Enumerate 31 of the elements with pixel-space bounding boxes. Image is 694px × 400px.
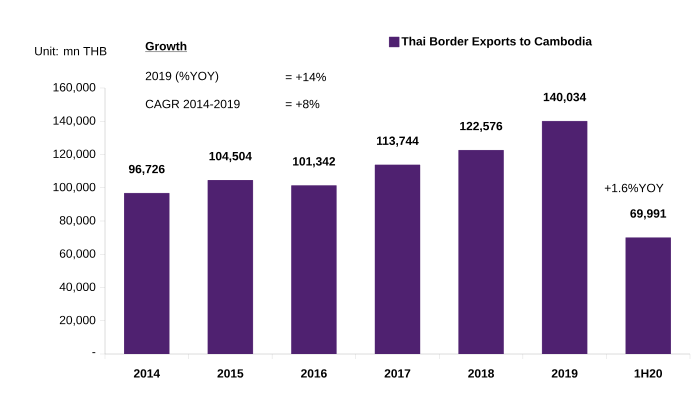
y-tick-label: 140,000 (54, 116, 96, 126)
y-tick-label: 100,000 (54, 182, 96, 193)
text: 96,726 (128, 164, 165, 175)
y-tick-label: 160,000 (54, 83, 96, 93)
x-tick-label: 2017 (384, 369, 410, 378)
text: 122,576 (460, 122, 502, 132)
annotation: CAGR 2014-2019 (146, 100, 240, 108)
y-tick-label: 40,000 (60, 282, 96, 292)
text: Unit: mn THB (35, 46, 106, 56)
annotation: +1.6%YOY (604, 184, 664, 192)
y-tick-label: - (92, 352, 96, 354)
x-tick-label: 2016 (301, 369, 327, 378)
text: 140,034 (544, 92, 586, 103)
x-tick-label: 2014 (134, 369, 160, 378)
text: 69,991 (630, 209, 666, 220)
x-tick-label: 2018 (468, 369, 494, 378)
y-tick-label: 120,000 (54, 150, 96, 160)
text: 113,744 (376, 136, 419, 147)
y-tick-label: 20,000 (60, 316, 96, 326)
text: Growth (146, 42, 186, 50)
text: 101,342 (293, 157, 336, 168)
legend-label: Thai Border Exports to Cambodia (402, 36, 592, 48)
x-tick-label: 2019 (552, 369, 578, 378)
x-tick-label: 1H20 (634, 369, 662, 378)
text: = +14% (286, 72, 326, 82)
x-tick-label: 2015 (217, 369, 244, 378)
annotation: = +8% (286, 100, 320, 108)
text: 2019 (%YOY) (146, 71, 218, 83)
y-tick-label: 60,000 (60, 249, 96, 260)
text: 104,504 (210, 152, 252, 162)
y-tick-label: 80,000 (60, 216, 96, 226)
